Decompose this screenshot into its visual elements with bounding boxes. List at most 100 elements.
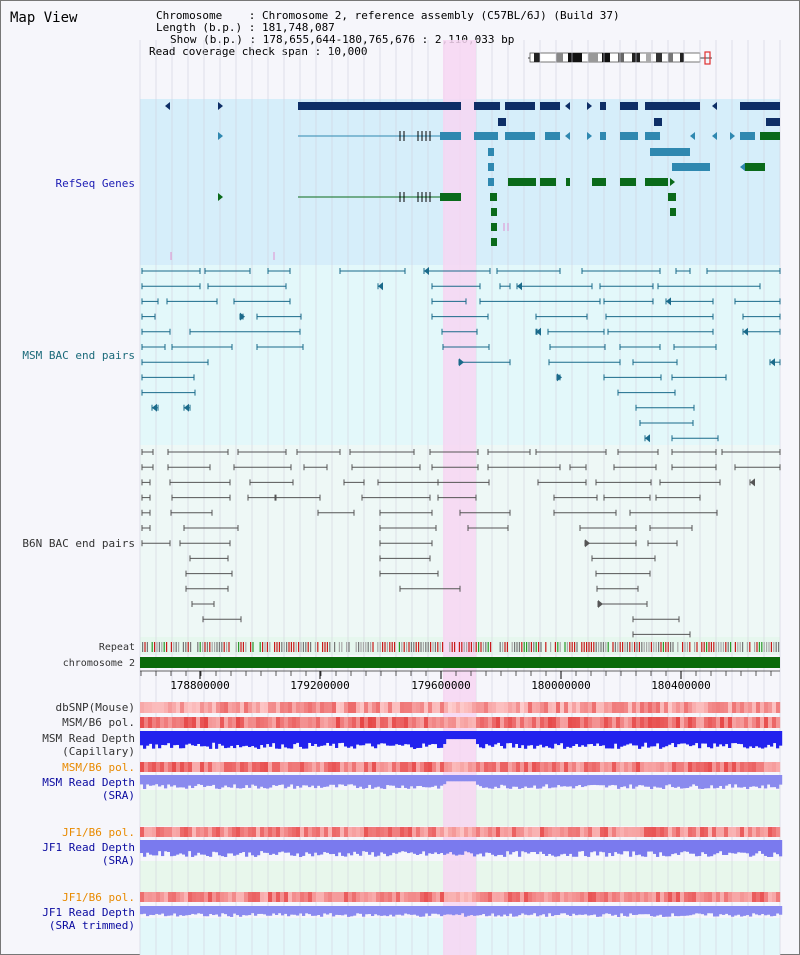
msm-pol-heat-cell bbox=[468, 717, 473, 728]
jf1-depth-sra-bar bbox=[425, 840, 429, 856]
msm-depth-sra-bar bbox=[383, 775, 387, 789]
jf1-pol-heat-cell bbox=[704, 827, 709, 837]
msm-depth-capillary-bar bbox=[329, 731, 333, 746]
msm-depth-capillary-bar bbox=[719, 731, 723, 745]
jf1-depth-trim-bar bbox=[185, 906, 189, 916]
msm-depth-sra-bar bbox=[521, 775, 525, 789]
msm-depth-capillary-bar bbox=[587, 731, 591, 745]
jf1-pol2-heat-cell bbox=[660, 892, 665, 902]
msm-pol2-heat-cell bbox=[260, 762, 265, 772]
repeat-element bbox=[386, 642, 388, 652]
jf1-pol-heat-cell bbox=[536, 827, 541, 837]
msm-pol2-heat-cell bbox=[392, 762, 397, 772]
refseq-genes[interactable] bbox=[165, 102, 780, 260]
jf1-depth-trim-bar bbox=[416, 906, 420, 916]
jf1-depth-trim-bar bbox=[311, 906, 315, 916]
jf1-depth-trim-bar bbox=[635, 906, 639, 915]
msm-depth-sra-bar bbox=[725, 775, 729, 786]
msm-pol-heat-cell bbox=[212, 717, 217, 728]
repeat-element bbox=[439, 642, 441, 652]
msm-pol2-heat-cell bbox=[248, 762, 253, 772]
repeat-element bbox=[410, 642, 412, 652]
jf1-depth-sra-bar bbox=[206, 840, 210, 856]
jf1-depth-sra-bar bbox=[209, 840, 213, 857]
gene-exon bbox=[440, 193, 461, 201]
repeat-element bbox=[182, 642, 184, 652]
repeat-element bbox=[394, 642, 396, 652]
msm-depth-capillary-bar bbox=[536, 731, 540, 746]
jf1-pol2-heat-cell bbox=[152, 892, 157, 902]
jf1-depth-sra-bar bbox=[704, 840, 708, 855]
repeat-element bbox=[173, 642, 175, 652]
msm-depth-capillary-bar bbox=[365, 731, 369, 744]
chromosome-bar[interactable] bbox=[140, 657, 780, 668]
repeat-element bbox=[684, 642, 686, 652]
repeat-element bbox=[288, 642, 290, 652]
msm-pol-heat-cell bbox=[356, 717, 361, 728]
msm-depth-sra-bar bbox=[605, 775, 609, 788]
msm-depth-sra-bar bbox=[419, 775, 423, 786]
jf1-pol-heat-cell bbox=[668, 827, 673, 837]
msm-pol-heat-cell bbox=[588, 717, 593, 728]
jf1-depth-trim-bar bbox=[587, 906, 591, 916]
jf1-depth-trim-bar bbox=[668, 906, 672, 917]
msm-pol-heat-cell bbox=[376, 717, 381, 728]
repeat-element bbox=[727, 642, 729, 652]
jf1-pol2-heat-cell bbox=[692, 892, 697, 902]
gene-arrow bbox=[565, 132, 570, 140]
msm-depth-sra-bar bbox=[773, 775, 777, 788]
jf1-pol-heat-cell bbox=[272, 827, 277, 837]
track-label-msm-depth-sra-sub: (SRA) bbox=[101, 789, 135, 802]
msm-pol-heat-cell bbox=[704, 717, 709, 728]
repeat-element bbox=[451, 642, 453, 652]
b6n-bac-pairs[interactable] bbox=[141, 449, 781, 638]
dbsnp-heat-cell bbox=[392, 702, 397, 713]
msm-depth-capillary-bar bbox=[389, 731, 393, 746]
jf1-pol2-heat-cell bbox=[344, 892, 349, 902]
jf1-pol-heat-cell bbox=[176, 827, 181, 837]
jf1-pol-heat-cell bbox=[460, 827, 465, 837]
msm-depth-capillary-bar bbox=[230, 731, 234, 746]
jf1-pol-heat-cell bbox=[452, 827, 457, 837]
jf1-depth-trim-bar bbox=[182, 906, 186, 916]
msm-depth-sra-bar bbox=[545, 775, 549, 785]
msm-depth-sra-bar bbox=[518, 775, 522, 789]
msm-pol2-heat-cell bbox=[312, 762, 317, 772]
jf1-depth-sra-bar bbox=[398, 840, 402, 853]
msm-depth-capillary-bar bbox=[554, 731, 558, 744]
dbsnp-heat-cell bbox=[400, 702, 405, 713]
repeat-track[interactable] bbox=[142, 642, 780, 652]
jf1-pol2-heat-cell bbox=[168, 892, 173, 902]
repeat-element bbox=[154, 642, 156, 652]
msm-depth-capillary-bar bbox=[764, 731, 768, 748]
jf1-pol2-heat-cell bbox=[240, 892, 245, 902]
repeat-element bbox=[593, 642, 595, 652]
msm-depth-capillary-bar bbox=[197, 731, 201, 744]
msm-depth-sra-bar bbox=[740, 775, 744, 788]
jf1-depth-sra-bar bbox=[200, 840, 204, 855]
msm-pol2-heat-cell bbox=[236, 762, 241, 772]
msm-depth-capillary-bar bbox=[740, 731, 744, 745]
msm-pol2-heat-cell bbox=[720, 762, 725, 772]
repeat-element bbox=[478, 642, 480, 652]
dbsnp-heat-cell bbox=[632, 702, 637, 713]
msm-depth-capillary-bar bbox=[314, 731, 318, 744]
read-depth-tracks[interactable] bbox=[140, 731, 783, 917]
gene-exon bbox=[645, 102, 700, 110]
jf1-depth-trim-bar bbox=[602, 906, 606, 915]
gene-arrow bbox=[218, 102, 223, 110]
polymorphism-tracks[interactable] bbox=[140, 702, 781, 902]
msm-depth-capillary-bar bbox=[455, 731, 459, 740]
msm-pol2-heat-cell bbox=[264, 762, 269, 772]
msm-depth-capillary-bar bbox=[257, 731, 261, 749]
jf1-pol-heat-cell bbox=[584, 827, 589, 837]
jf1-pol2-heat-cell bbox=[680, 892, 685, 902]
msm-bac-pairs[interactable] bbox=[141, 267, 781, 443]
jf1-pol-heat-cell bbox=[344, 827, 349, 837]
dbsnp-heat-cell bbox=[300, 702, 305, 713]
jf1-pol-heat-cell bbox=[408, 827, 413, 837]
msm-depth-sra-bar bbox=[647, 775, 651, 787]
msm-pol-heat-cell bbox=[180, 717, 185, 728]
jf1-pol2-heat-cell bbox=[192, 892, 197, 902]
